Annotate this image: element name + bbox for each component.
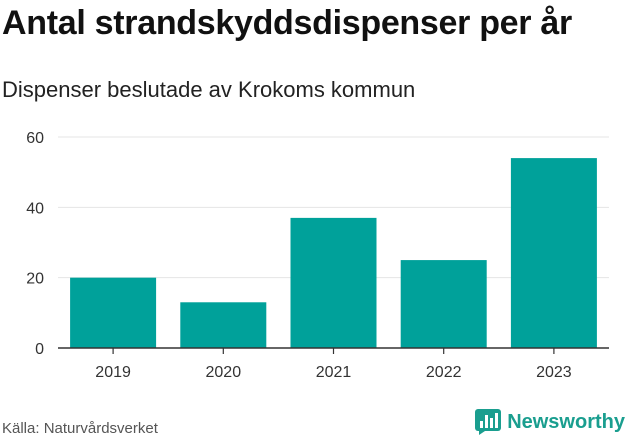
bar-2019 xyxy=(70,277,157,348)
y-tick-label-20: 20 xyxy=(26,271,44,288)
bar-2022 xyxy=(400,260,487,348)
bar-2020 xyxy=(180,302,267,348)
x-tick-label-2022: 2022 xyxy=(426,364,462,381)
x-tick-label-2021: 2021 xyxy=(316,364,352,381)
x-tick-label-2020: 2020 xyxy=(206,364,242,381)
bar-chart-icon xyxy=(475,409,502,435)
bar-2021 xyxy=(290,217,377,348)
y-tick-label-60: 60 xyxy=(26,130,44,147)
brand-logo: Newsworthy xyxy=(475,407,625,437)
bar-chart: 0 20 40 60 2019 2020 2021 2022 2023 xyxy=(26,130,609,381)
x-tick-label-2019: 2019 xyxy=(95,364,131,381)
y-tick-label-40: 40 xyxy=(26,200,44,217)
chart-title: Antal strandskyddsdispenser per år xyxy=(2,4,572,42)
y-tick-label-0: 0 xyxy=(35,341,44,358)
x-tick-label-2023: 2023 xyxy=(536,364,572,381)
chart-subtitle: Dispenser beslutade av Krokoms kommun xyxy=(2,77,416,102)
source-note: Källa: Naturvårdsverket xyxy=(2,420,158,437)
bar-2023 xyxy=(510,158,597,348)
brand-name: Newsworthy xyxy=(507,410,625,433)
